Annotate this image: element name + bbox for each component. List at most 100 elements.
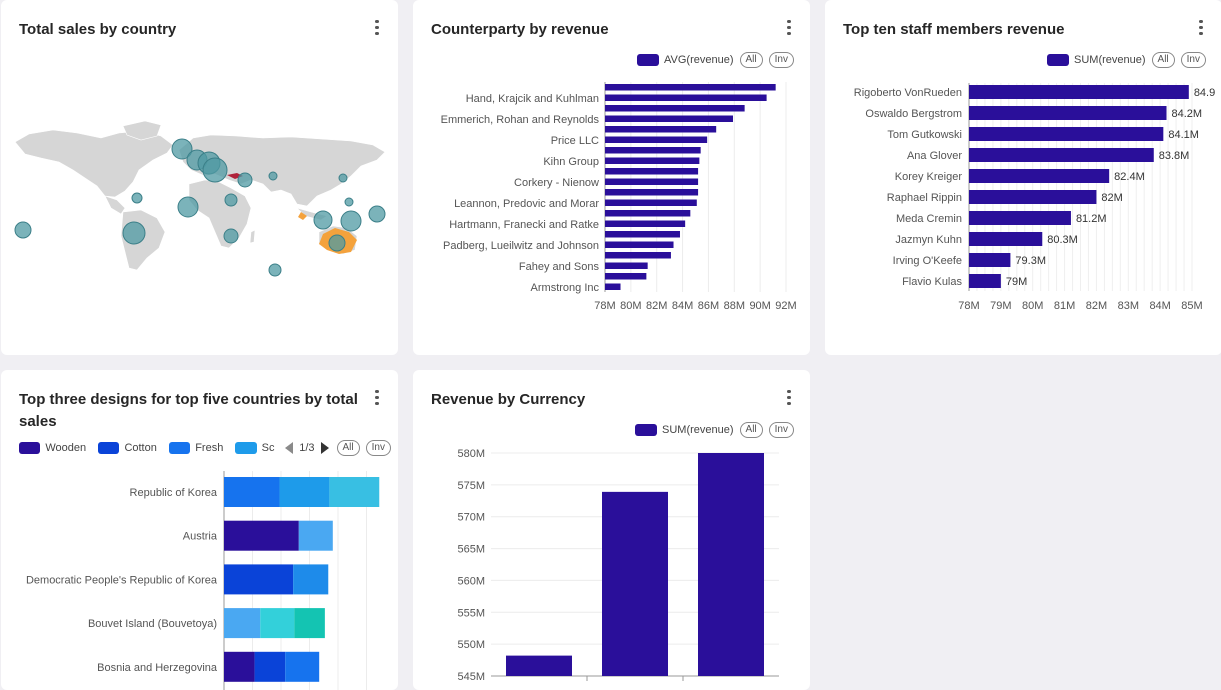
legend-label-fresh[interactable]: Fresh (195, 442, 224, 454)
counterparty-bar[interactable] (605, 147, 701, 154)
counterparty-bar[interactable] (605, 126, 717, 133)
legend-label[interactable]: AVG(revenue) (664, 54, 734, 66)
counterparty-bar[interactable] (605, 115, 733, 123)
country-bubble[interactable] (268, 263, 282, 277)
design-bar-segment[interactable] (329, 477, 380, 507)
legend-invert-button[interactable]: Inv (768, 52, 794, 68)
y-tick-label: 555M (457, 607, 485, 619)
country-bubble[interactable] (237, 172, 253, 188)
kebab-menu-icon[interactable] (785, 20, 793, 38)
country-bubble[interactable] (223, 228, 239, 244)
design-bar-segment[interactable] (224, 520, 299, 551)
counterparty-bar[interactable] (605, 262, 648, 270)
kebab-menu-icon[interactable] (1197, 20, 1205, 38)
staff-value-label: 82M (1101, 192, 1122, 204)
country-bubble[interactable] (268, 171, 278, 181)
design-bar-segment[interactable] (224, 477, 280, 507)
kebab-menu-icon[interactable] (785, 390, 793, 408)
legend-label[interactable]: SUM(revenue) (1074, 54, 1146, 66)
counterparty-bar[interactable] (605, 210, 691, 217)
country-bubble[interactable] (14, 221, 32, 239)
staff-bar[interactable] (969, 148, 1154, 162)
kebab-menu-icon[interactable] (373, 390, 381, 408)
staff-bar[interactable] (969, 274, 1001, 288)
counterparty-label: Emmerich, Rohan and Reynolds (441, 114, 600, 126)
design-bar-segment[interactable] (293, 564, 329, 595)
counterparty-bar[interactable] (605, 283, 621, 291)
legend-all-button[interactable]: All (739, 52, 763, 68)
currency-bar[interactable] (506, 655, 572, 676)
currency-bar[interactable] (698, 453, 764, 676)
legend-label-wooden[interactable]: Wooden (45, 442, 87, 454)
design-bar-segment[interactable] (254, 651, 286, 682)
counterparty-bar[interactable] (605, 252, 671, 259)
currency-bar[interactable] (602, 491, 668, 676)
legend-all-button[interactable]: All (739, 422, 763, 438)
x-tick-label: 80M (1022, 300, 1043, 312)
counterparty-bar[interactable] (605, 231, 680, 238)
country-bubble[interactable] (328, 234, 346, 252)
staff-bar[interactable] (969, 232, 1043, 246)
legend-prev-arrow-icon[interactable] (285, 442, 294, 454)
counterparty-bar[interactable] (605, 273, 647, 280)
counterparty-bar[interactable] (605, 189, 699, 196)
legend-all-button[interactable]: All (1151, 52, 1175, 68)
counterparty-bar[interactable] (605, 168, 699, 175)
legend-label[interactable]: SUM(revenue) (662, 424, 734, 436)
design-bar-segment[interactable] (298, 520, 333, 551)
legend-label-sc[interactable]: Sc (261, 442, 275, 454)
legend-all-button[interactable]: All (336, 440, 360, 456)
country-bubble[interactable] (368, 205, 386, 223)
staff-bar[interactable] (969, 253, 1011, 267)
counterparty-bar[interactable] (605, 241, 674, 249)
counterparty-bar[interactable] (605, 94, 767, 102)
design-bar-segment[interactable] (224, 651, 255, 682)
x-tick-label: 83M (1118, 300, 1139, 312)
design-bar-segment[interactable] (285, 651, 320, 682)
country-bubble[interactable] (313, 210, 333, 230)
staff-bar[interactable] (969, 127, 1164, 141)
country-bubble[interactable] (338, 173, 348, 183)
staff-value-label: 79M (1006, 276, 1027, 288)
country-bubble[interactable] (131, 192, 143, 204)
staff-bar[interactable] (969, 169, 1110, 183)
counterparty-bar[interactable] (605, 157, 700, 165)
x-tick-label: 82M (1086, 300, 1107, 312)
country-bubble[interactable] (177, 196, 199, 218)
staff-bar[interactable] (969, 106, 1167, 120)
legend-invert-button[interactable]: Inv (768, 422, 794, 438)
counterparty-bar[interactable] (605, 220, 686, 228)
staff-card: Top ten staff members revenue SUM(revenu… (825, 0, 1221, 355)
counterparty-bar[interactable] (605, 178, 699, 186)
design-bar-segment[interactable] (224, 608, 261, 639)
counterparty-bar[interactable] (605, 84, 776, 91)
country-bubble[interactable] (340, 210, 362, 232)
counterparty-label: Padberg, Lueilwitz and Johnson (443, 240, 599, 252)
design-bar-segment[interactable] (224, 564, 294, 595)
country-bubble[interactable] (224, 193, 238, 207)
counterparty-bar[interactable] (605, 136, 708, 144)
staff-bar[interactable] (969, 85, 1189, 99)
staff-bar[interactable] (969, 211, 1071, 225)
country-bubble[interactable] (202, 157, 228, 183)
legend-label-cotton[interactable]: Cotton (124, 442, 157, 454)
staff-value-label: 79.3M (1015, 255, 1046, 267)
design-bar-segment[interactable] (260, 608, 295, 639)
map-card-title: Total sales by country (19, 21, 177, 38)
counterparty-bar[interactable] (605, 105, 745, 112)
staff-value-label: 84.1M (1168, 129, 1199, 141)
kebab-menu-icon[interactable] (373, 20, 381, 38)
country-bubble[interactable] (171, 138, 193, 160)
legend-next-arrow-icon[interactable] (320, 442, 329, 454)
legend-invert-button[interactable]: Inv (365, 440, 391, 456)
counterparty-bar[interactable] (605, 199, 697, 207)
design-bar-segment[interactable] (279, 477, 330, 507)
design-bar-segment[interactable] (294, 608, 325, 639)
staff-name-label: Ana Glover (907, 150, 962, 162)
africa-land (188, 179, 252, 249)
legend-invert-button[interactable]: Inv (1180, 52, 1206, 68)
staff-bar[interactable] (969, 190, 1097, 204)
country-bubble[interactable] (122, 221, 146, 245)
world-map[interactable] (1, 0, 398, 355)
country-bubble[interactable] (344, 197, 354, 207)
